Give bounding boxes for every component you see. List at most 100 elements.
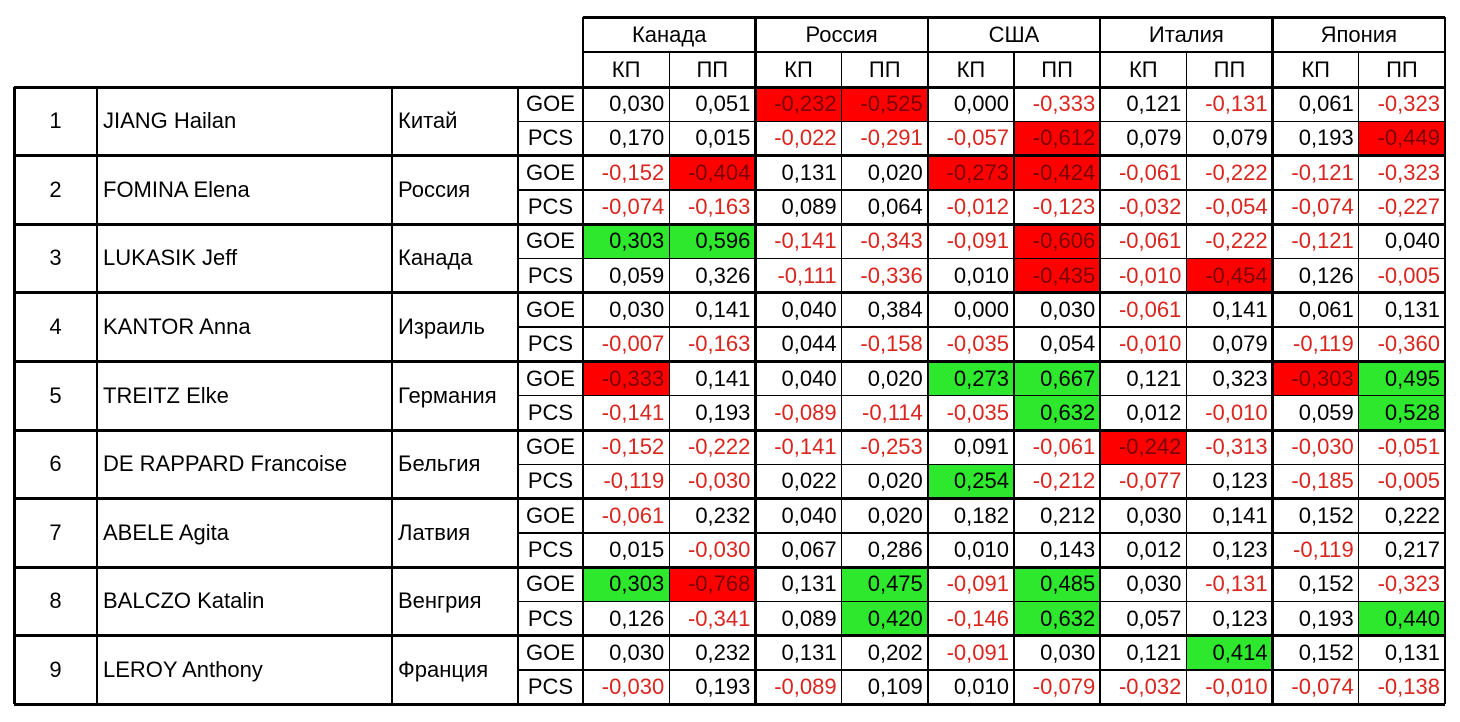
header-pp: ПП xyxy=(1213,56,1246,82)
grid-line xyxy=(12,87,16,705)
skater-name: LEROY Anthony xyxy=(103,657,263,683)
goe-value-cell: 0,323 xyxy=(1212,365,1268,391)
grid-line xyxy=(668,52,670,705)
goe-value-cell: 0,131 xyxy=(1384,296,1440,322)
pcs-value-cell: 0,126 xyxy=(1298,262,1354,288)
goe-value-cell: -0,141 xyxy=(774,434,837,460)
pcs-value-cell: 0,528 xyxy=(1358,395,1445,430)
goe-value-cell: 0,131 xyxy=(781,639,837,665)
pcs-value-cell: -0,010 xyxy=(1118,262,1182,288)
pcs-value-cell: 0,020 xyxy=(867,468,923,494)
goe-value-cell: 0,232 xyxy=(695,639,751,665)
goe-value-cell: 0,051 xyxy=(695,91,751,117)
goe-value-cell: -0,091 xyxy=(946,571,1009,597)
goe-value-cell: 0,020 xyxy=(867,365,923,391)
grid-line xyxy=(1185,52,1187,705)
pcs-value-cell: -0,030 xyxy=(601,674,665,700)
goe-label: GOE xyxy=(526,571,575,597)
skater-country: Венгрия xyxy=(398,588,482,614)
pcs-value-cell: -0,158 xyxy=(860,331,923,357)
grid-line xyxy=(14,222,1445,226)
pcs-value-cell: 0,044 xyxy=(781,331,837,357)
pcs-value-cell: -0,119 xyxy=(1293,537,1354,563)
goe-value-cell: 0,040 xyxy=(1384,228,1440,254)
goe-value-cell: -0,152 xyxy=(601,159,665,185)
pcs-value-cell: -0,035 xyxy=(946,399,1009,425)
pcs-value-cell: 0,632 xyxy=(1014,601,1101,636)
goe-value-cell: 0,020 xyxy=(867,159,923,185)
goe-value-cell: 0,152 xyxy=(1298,639,1354,665)
pcs-value-cell: -0,074 xyxy=(1291,674,1354,700)
rank-cell: 1 xyxy=(49,108,62,134)
goe-value-cell: -0,141 xyxy=(774,228,837,254)
goe-value-cell: 0,131 xyxy=(1384,639,1440,665)
goe-value-cell: -0,404 xyxy=(669,155,756,190)
goe-label: GOE xyxy=(526,639,575,665)
pcs-value-cell: -0,010 xyxy=(1118,331,1182,357)
goe-value-cell: -0,303 xyxy=(1272,361,1359,396)
pcs-label: PCS xyxy=(527,194,574,220)
skater-name: ABELE Agita xyxy=(103,519,229,545)
pcs-value-cell: -0,449 xyxy=(1358,121,1445,156)
pcs-value-cell: -0,077 xyxy=(1118,468,1182,494)
pcs-label: PCS xyxy=(527,605,574,631)
pcs-value-cell: 0,059 xyxy=(609,262,665,288)
goe-label: GOE xyxy=(526,228,575,254)
header-pp: ПП xyxy=(1386,56,1418,82)
goe-value-cell: 0,182 xyxy=(953,502,1009,528)
pcs-value-cell: -0,074 xyxy=(1291,194,1354,220)
goe-value-cell: 0,030 xyxy=(609,296,665,322)
grid-line xyxy=(14,565,1445,569)
grid-line xyxy=(14,702,1445,706)
skater-name: DE RAPPARD Francoise xyxy=(103,451,348,477)
rank-cell: 6 xyxy=(49,451,62,477)
header-kp: КП xyxy=(784,56,813,82)
pcs-value-cell: 0,064 xyxy=(867,194,923,220)
pcs-value-cell: -0,030 xyxy=(687,537,751,563)
pcs-value-cell: 0,067 xyxy=(781,537,837,563)
skater-country: Бельгия xyxy=(398,451,481,477)
header-country: Италия xyxy=(1148,21,1224,47)
goe-value-cell: -0,030 xyxy=(1291,434,1354,460)
grid-line xyxy=(14,359,1445,363)
grid-line xyxy=(518,463,1445,466)
pcs-value-cell: 0,326 xyxy=(695,262,751,288)
skater-name: KANTOR Anna xyxy=(103,314,251,340)
pcs-value-cell: -0,089 xyxy=(774,399,837,425)
grid-line xyxy=(518,326,1445,328)
goe-value-cell: 0,232 xyxy=(695,502,751,528)
pcs-value-cell: -0,005 xyxy=(1377,468,1440,494)
goe-value-cell: -0,323 xyxy=(1377,91,1440,117)
rank-cell: 4 xyxy=(49,314,62,340)
goe-value-cell: 0,030 xyxy=(609,639,665,665)
pcs-value-cell: -0,123 xyxy=(1032,194,1096,220)
pcs-label: PCS xyxy=(527,674,574,700)
goe-value-cell: -0,061 xyxy=(1118,228,1182,254)
header-country: Россия xyxy=(805,21,878,47)
goe-value-cell: -0,061 xyxy=(1118,296,1182,322)
pcs-value-cell: -0,227 xyxy=(1377,194,1440,220)
goe-value-cell: -0,343 xyxy=(860,228,923,254)
goe-value-cell: 0,040 xyxy=(781,502,837,528)
goe-label: GOE xyxy=(526,159,575,185)
goe-value-cell: 0,131 xyxy=(781,571,837,597)
skater-name: JIANG Hailan xyxy=(103,108,237,134)
goe-value-cell: -0,061 xyxy=(601,502,665,528)
goe-value-cell: 0,303 xyxy=(583,567,670,602)
goe-value-cell: 0,061 xyxy=(1298,91,1354,117)
pcs-value-cell: 0,123 xyxy=(1212,537,1268,563)
goe-value-cell: 0,212 xyxy=(1040,502,1096,528)
goe-value-cell: 0,152 xyxy=(1298,571,1354,597)
rank-cell: 8 xyxy=(49,588,62,614)
goe-value-cell: 0,152 xyxy=(1298,502,1354,528)
goe-value-cell: -0,323 xyxy=(1377,159,1440,185)
goe-value-cell: 0,121 xyxy=(1126,91,1182,117)
pcs-value-cell: 0,010 xyxy=(953,262,1009,288)
goe-value-cell: -0,121 xyxy=(1291,228,1354,254)
pcs-value-cell: 0,126 xyxy=(609,605,665,631)
header-pp: ПП xyxy=(1041,56,1073,82)
grid-line xyxy=(14,85,1445,89)
pcs-label: PCS xyxy=(527,468,574,494)
goe-value-cell: -0,333 xyxy=(1032,91,1096,117)
